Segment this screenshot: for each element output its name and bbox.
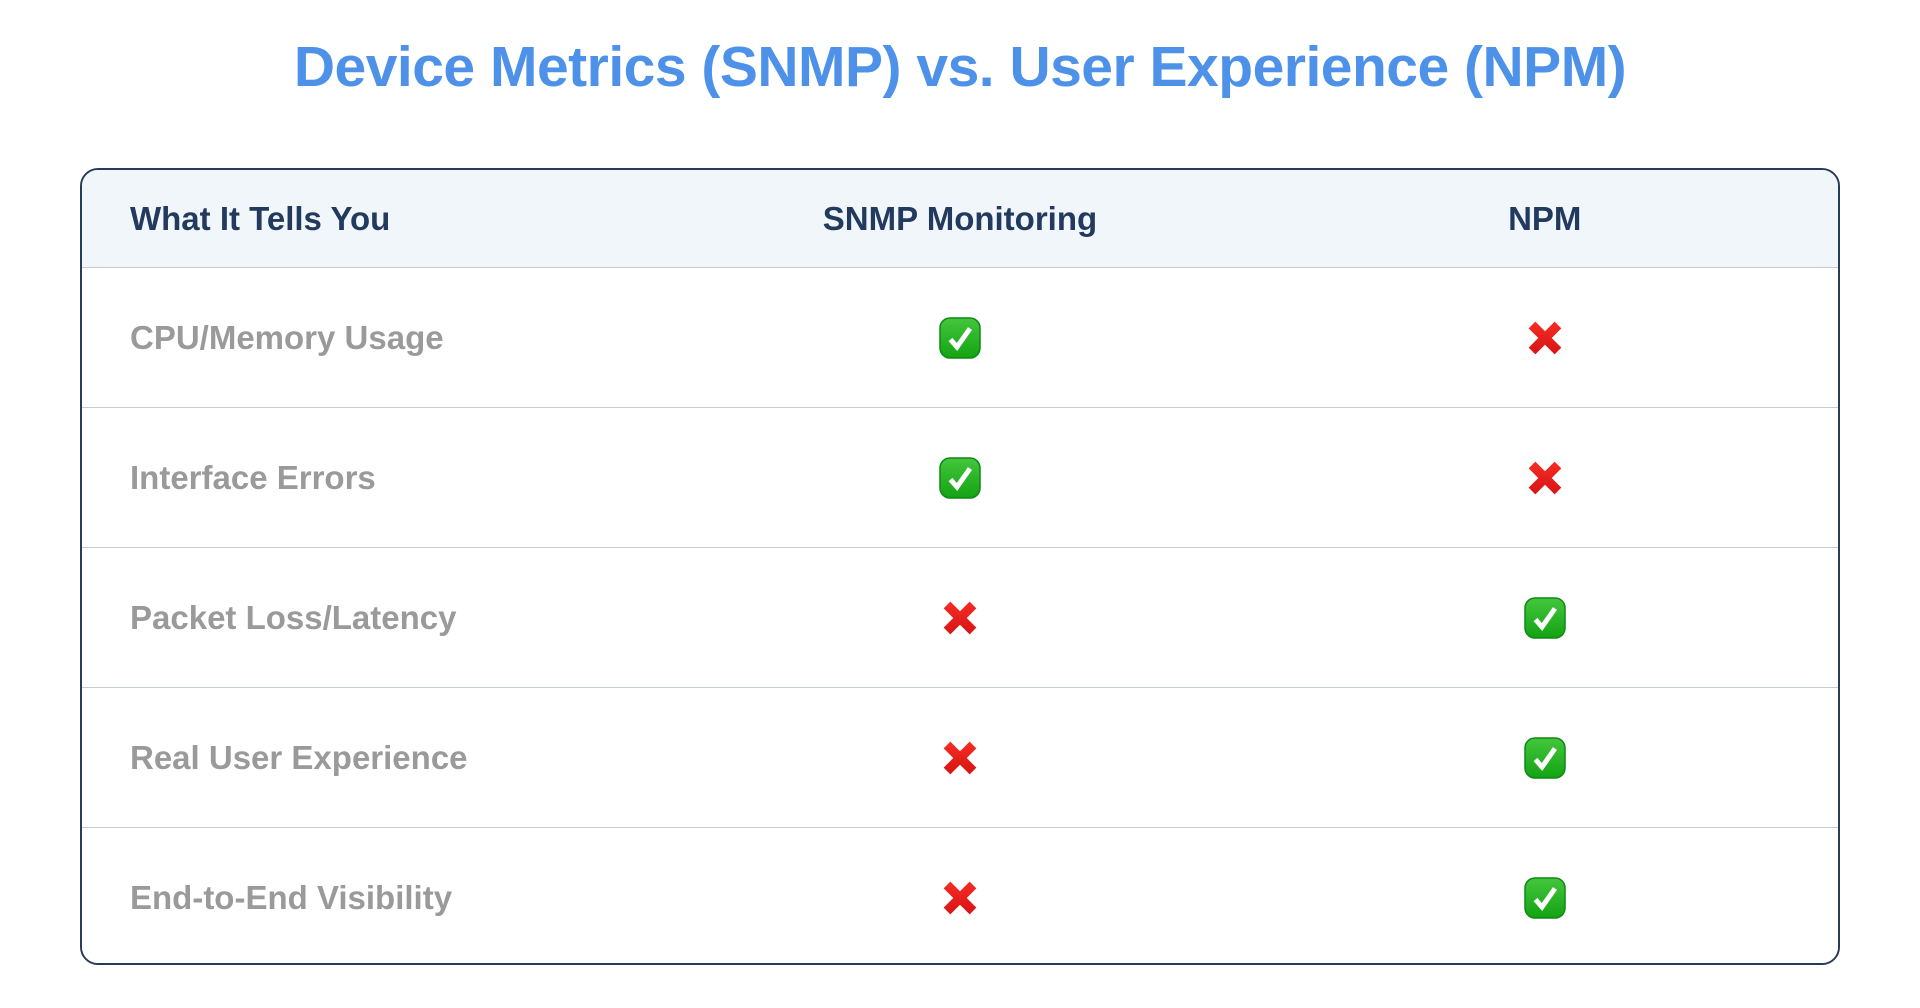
row-label: End-to-End Visibility <box>130 878 453 916</box>
column-header-npm: NPM <box>1508 199 1582 237</box>
table-cell <box>1251 408 1838 547</box>
table-cell <box>669 688 1252 827</box>
table-cell <box>669 548 1252 687</box>
check-icon <box>1523 596 1566 639</box>
cross-icon <box>939 877 981 919</box>
table-body: CPU/Memory Usage Interface Errors Packet L… <box>82 267 1838 963</box>
table-cell <box>669 268 1252 407</box>
table-cell <box>1251 548 1838 687</box>
check-icon <box>939 316 981 359</box>
table-row: End-to-End Visibility <box>82 827 1838 963</box>
table-cell <box>1251 828 1838 963</box>
comparison-table: What It Tells You SNMP Monitoring NPM CP… <box>80 168 1840 965</box>
row-label: Packet Loss/Latency <box>130 598 457 636</box>
column-header-what-it-tells-you: What It Tells You <box>130 199 391 237</box>
table-cell <box>1251 688 1838 827</box>
row-label: Real User Experience <box>130 738 468 776</box>
check-icon <box>939 456 981 499</box>
check-icon <box>1523 736 1566 779</box>
table-cell <box>669 408 1252 547</box>
cross-icon <box>939 597 981 639</box>
cross-icon <box>1524 317 1566 359</box>
cross-icon <box>939 737 981 779</box>
table-row: Packet Loss/Latency <box>82 547 1838 687</box>
row-label: CPU/Memory Usage <box>130 318 444 356</box>
page-title: Device Metrics (SNMP) vs. User Experienc… <box>293 35 1627 99</box>
table-cell <box>669 828 1252 963</box>
column-header-snmp-monitoring: SNMP Monitoring <box>822 199 1098 237</box>
row-label: Interface Errors <box>130 458 376 496</box>
table-row: CPU/Memory Usage <box>82 267 1838 407</box>
table-header-row: What It Tells You SNMP Monitoring NPM <box>82 170 1838 267</box>
cross-icon <box>1524 457 1566 499</box>
table-row: Interface Errors <box>82 407 1838 547</box>
table-cell <box>1251 268 1838 407</box>
check-icon <box>1523 876 1566 919</box>
table-row: Real User Experience <box>82 687 1838 827</box>
